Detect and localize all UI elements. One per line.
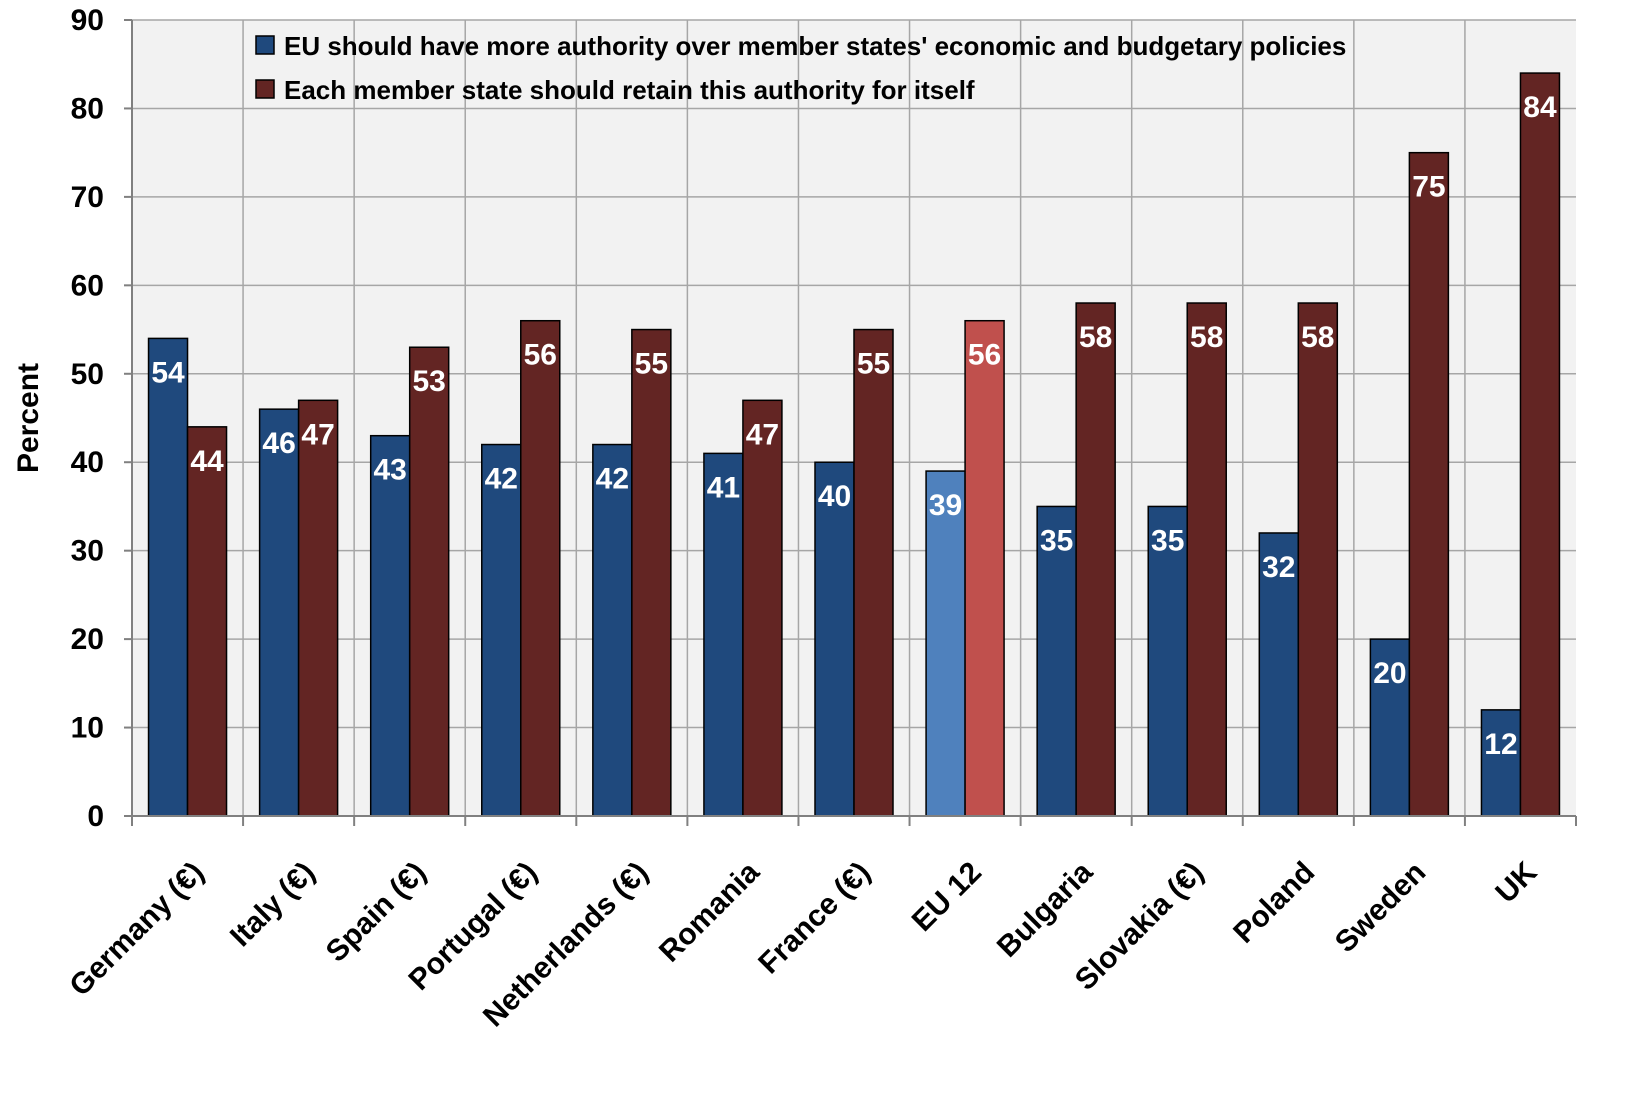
bar-2-9 [1186,302,1227,817]
bar-2-7 [964,319,1005,817]
y-tick-label: 90 [71,4,104,37]
legend: EU should have more authority over membe… [255,31,1346,105]
data-label-2-4: 55 [635,348,668,381]
x-category-label: Romania [653,855,766,968]
bar-2-4 [631,328,672,817]
data-label-2-8: 58 [1079,321,1112,354]
legend-swatch-series-1 [255,35,275,55]
data-label-1-11: 20 [1373,657,1406,690]
y-tick-label: 80 [71,92,104,125]
bar-1-3 [481,443,522,817]
data-label-1-3: 42 [485,463,518,496]
bar-1-8 [1036,505,1077,817]
data-label-1-9: 35 [1151,524,1184,557]
x-category-label: Italy (€) [224,856,322,954]
y-tick-label: 70 [71,181,104,214]
data-label-1-4: 42 [596,463,629,496]
bar-2-11 [1408,151,1450,817]
bar-1-4 [592,443,633,817]
data-label-1-0: 54 [151,356,185,389]
axes [124,19,1577,826]
y-tick-label: 20 [71,623,104,656]
bars [147,72,1561,817]
bar-2-0 [186,426,228,817]
y-tick-labels: 0 10 20 30 40 50 60 70 80 90 [71,4,104,833]
x-category-label: UK [1489,855,1543,909]
bar-1-12 [1480,709,1522,817]
data-label-2-11: 75 [1412,171,1445,204]
data-label-2-5: 47 [746,418,779,451]
data-label-2-2: 53 [413,365,446,398]
data-label-1-8: 35 [1040,524,1073,557]
bar-1-10 [1258,532,1300,817]
y-tick-label: 0 [87,800,104,833]
bar-2-10 [1297,302,1339,817]
bar-2-3 [520,319,561,817]
bar-1-9 [1147,505,1188,817]
y-axis-label: Percent [12,363,45,473]
data-label-1-5: 41 [707,471,740,504]
bar-2-12 [1519,72,1561,817]
data-label-2-7: 56 [968,339,1001,372]
data-label-1-7: 39 [929,489,962,522]
legend-swatch-series-2 [255,79,275,99]
x-category-label: EU 12 [906,856,988,938]
data-label-2-3: 56 [524,339,557,372]
data-label-2-1: 47 [301,418,334,451]
bar-1-6 [814,461,855,817]
bar-2-8 [1075,302,1116,817]
x-category-labels: Germany (€) Italy (€)Spain (€)Portugal (€… [63,855,1543,1033]
data-label-1-12: 12 [1484,728,1517,761]
bar-2-2 [408,346,450,817]
y-tick-label: 50 [71,358,104,391]
x-category-label: Bulgaria [991,855,1099,963]
bar-1-5 [703,452,744,817]
data-label-1-6: 40 [818,480,851,513]
y-tick-label: 30 [71,535,104,568]
y-tick-label: 40 [71,446,104,479]
x-category-label: Poland [1227,856,1321,950]
data-label-2-12: 84 [1523,91,1557,124]
bar-2-1 [297,399,339,817]
data-label-1-2: 43 [374,454,407,487]
data-label-1-1: 46 [262,427,295,460]
x-category-label: Spain (€) [320,856,433,969]
bar-2-6 [853,328,894,817]
bar-1-1 [258,408,300,817]
data-label-2-9: 58 [1190,321,1223,354]
x-category-label: Germany (€) [63,856,210,1003]
x-category-label: Sweden [1329,856,1433,960]
data-label-2-6: 55 [857,348,890,381]
y-tick-label: 60 [71,269,104,302]
legend-label-series-1: EU should have more authority over membe… [284,31,1346,61]
legend-label-series-2: Each member state should retain this aut… [284,75,975,105]
bar-1-7 [925,470,966,817]
data-label-2-0: 44 [190,445,224,478]
bar-1-2 [369,434,411,817]
bar-1-0 [147,337,189,817]
data-label-1-10: 32 [1262,551,1295,584]
x-category-label: France (€) [752,856,877,981]
data-label-2-10: 58 [1301,321,1334,354]
bar-2-5 [742,399,783,817]
y-tick-label: 10 [71,712,104,745]
